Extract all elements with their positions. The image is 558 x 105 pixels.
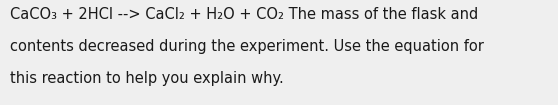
Text: this reaction to help you explain why.: this reaction to help you explain why.	[10, 71, 284, 86]
Text: contents decreased during the experiment. Use the equation for: contents decreased during the experiment…	[10, 39, 484, 54]
Text: CaCO₃ + 2HCl --> CaCl₂ + H₂O + CO₂ The mass of the flask and: CaCO₃ + 2HCl --> CaCl₂ + H₂O + CO₂ The m…	[10, 7, 478, 22]
